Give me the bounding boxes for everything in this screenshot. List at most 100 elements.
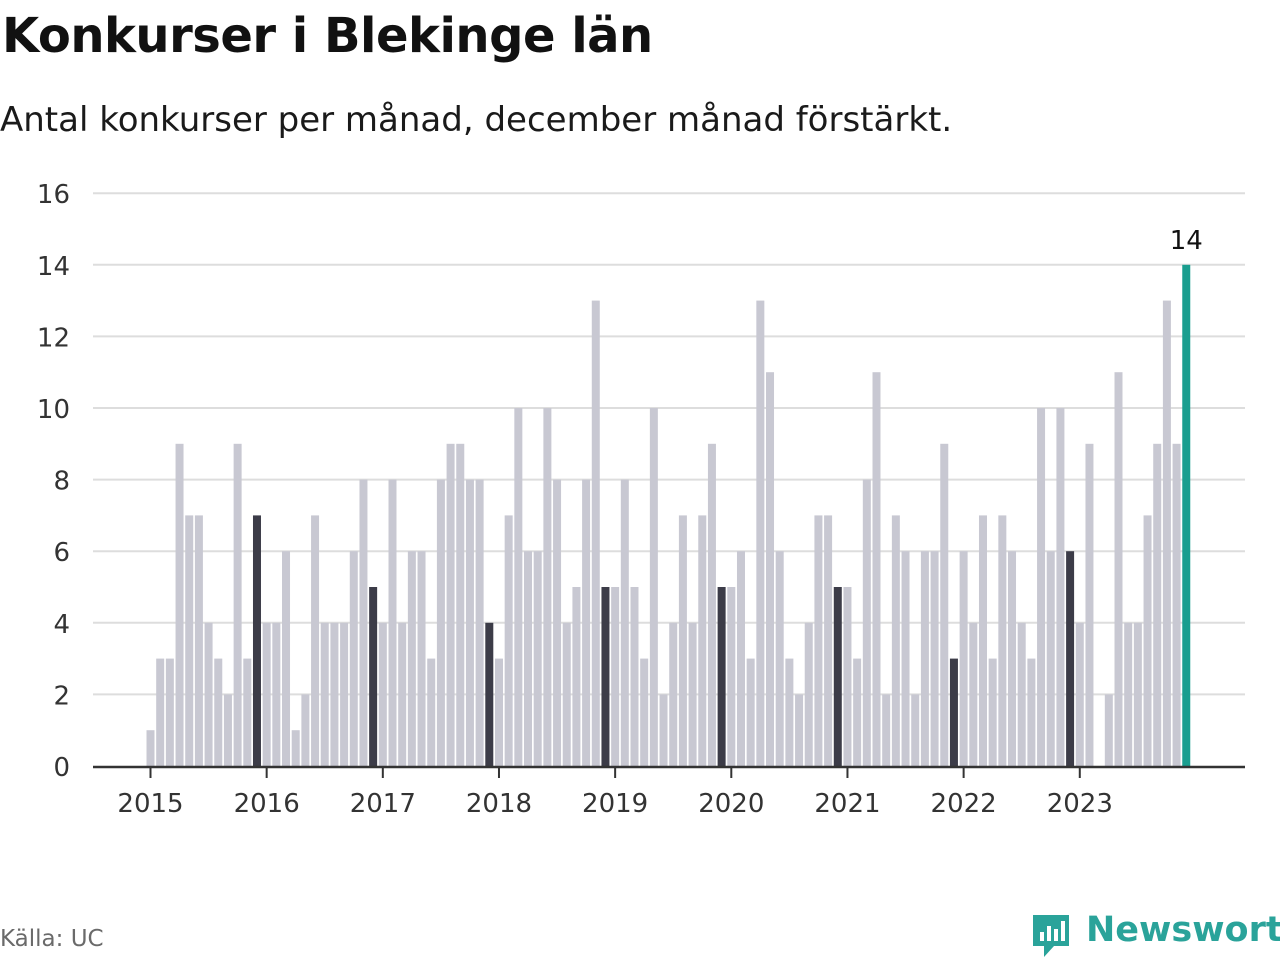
month-bar (272, 622, 281, 766)
month-bar (620, 479, 629, 766)
month-bar (1153, 443, 1162, 766)
month-bar (1027, 658, 1036, 766)
month-bar (533, 551, 542, 766)
month-bar (572, 587, 581, 766)
month-bar (698, 515, 707, 766)
x-axis (93, 765, 1245, 778)
latest-bar (1182, 264, 1191, 766)
month-bar (543, 408, 552, 766)
brand-name: Newsworthy (1086, 910, 1280, 950)
month-bar (891, 515, 900, 766)
month-bar (311, 515, 320, 766)
month-bar (446, 443, 455, 766)
y-tick-label: 0 (53, 753, 70, 783)
month-bar (582, 479, 591, 766)
month-bar (301, 694, 310, 766)
month-bar (940, 443, 949, 766)
month-bar (930, 551, 939, 766)
x-tick-label: 2017 (350, 789, 416, 819)
december-bar (949, 658, 958, 766)
month-bar (824, 515, 833, 766)
x-tick-label: 2021 (814, 789, 880, 819)
month-bar (1133, 622, 1142, 766)
december-bar (485, 622, 494, 766)
y-tick-label: 14 (37, 252, 70, 282)
december-bar (717, 587, 726, 766)
month-bar (494, 658, 503, 766)
month-bar (611, 587, 620, 766)
december-bar (369, 587, 378, 766)
month-bar (756, 300, 765, 766)
month-bar (1143, 515, 1152, 766)
month-bar (427, 658, 436, 766)
newsworthy-icon (1033, 915, 1069, 957)
month-bar (707, 443, 716, 766)
month-bar (204, 622, 213, 766)
december-bar (601, 587, 610, 766)
month-bar (998, 515, 1007, 766)
month-bar (785, 658, 794, 766)
month-bar (243, 658, 252, 766)
month-bar (1008, 551, 1017, 766)
month-bar (417, 551, 426, 766)
month-bar (524, 551, 533, 766)
month-bar (1037, 408, 1046, 766)
month-bar (156, 658, 165, 766)
month-bar (843, 587, 852, 766)
x-tick-label: 2019 (582, 789, 648, 819)
month-bar (862, 479, 871, 766)
month-bar (901, 551, 910, 766)
month-bar (514, 408, 523, 766)
x-tick-label: 2022 (931, 789, 997, 819)
month-bar (630, 587, 639, 766)
month-bar (804, 622, 813, 766)
bar-chart: 0 2 4 6 8 10 12 14 16 14 2015 2016 2017 2018 2019 2020 2… (37, 180, 1245, 819)
labels: 0 2 4 6 8 10 12 14 16 14 2015 2016 2017 2018 2019 2020 2… (37, 180, 1203, 819)
y-tick-label: 12 (37, 323, 70, 353)
y-tick-label: 2 (53, 681, 70, 711)
month-bar (736, 551, 745, 766)
month-bar (1162, 300, 1171, 766)
month-bar (1114, 372, 1123, 766)
month-bar (649, 408, 658, 766)
december-bar (252, 515, 261, 766)
month-bar (1056, 408, 1065, 766)
x-tick-label: 2018 (466, 789, 532, 819)
x-tick-label: 2020 (698, 789, 764, 819)
month-bar (959, 551, 968, 766)
x-tick-label: 2023 (1047, 789, 1113, 819)
source-note: Källa: UC (0, 926, 104, 952)
chart-title: Konkurser i Blekinge län (2, 8, 653, 64)
y-tick-label: 8 (53, 467, 70, 497)
month-bar (688, 622, 697, 766)
month-bar (988, 658, 997, 766)
december-bar (833, 587, 842, 766)
chart-subtitle: Antal konkurser per månad, december måna… (0, 100, 953, 140)
latest-value-label: 14 (1170, 226, 1203, 256)
month-bar (291, 730, 300, 766)
month-bar (214, 658, 223, 766)
month-bar (456, 443, 465, 766)
month-bar (407, 551, 416, 766)
month-bar (659, 694, 668, 766)
month-bar (766, 372, 775, 766)
month-bar (978, 515, 987, 766)
month-bar (795, 694, 804, 766)
month-bar (165, 658, 174, 766)
month-bar (398, 622, 407, 766)
y-tick-label: 6 (53, 538, 70, 568)
month-bar (1172, 443, 1181, 766)
y-tick-label: 10 (37, 395, 70, 425)
month-bar (223, 694, 232, 766)
month-bar (553, 479, 562, 766)
month-bar (591, 300, 600, 766)
month-bar (175, 443, 184, 766)
month-bar (233, 443, 242, 766)
month-bar (911, 694, 920, 766)
month-bar (388, 479, 397, 766)
december-bar (1066, 551, 1075, 766)
bars (146, 264, 1191, 766)
month-bar (378, 622, 387, 766)
month-bar (814, 515, 823, 766)
month-bar (465, 479, 474, 766)
